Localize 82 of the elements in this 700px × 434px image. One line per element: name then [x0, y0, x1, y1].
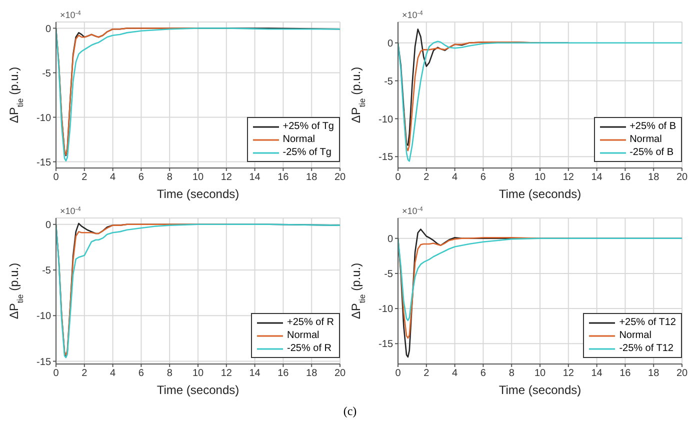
x-tick-label: 18 [648, 368, 660, 380]
x-tick-label: 2 [82, 368, 88, 380]
y-tick-label: -5 [384, 76, 394, 88]
x-tick-label: 6 [480, 172, 486, 184]
y-tick-label: -15 [36, 356, 52, 368]
x-tick-label: 0 [395, 172, 402, 184]
x-tick-label: 2 [424, 368, 430, 380]
legend-label: Normal [630, 133, 662, 146]
x-tick-label: 8 [508, 172, 515, 184]
x-tick-label: 16 [620, 368, 632, 380]
x-tick-label: 16 [620, 172, 632, 184]
x-tick-label: 6 [138, 172, 144, 184]
x-tick-label: 16 [278, 368, 290, 380]
y-tick-label: -10 [378, 114, 394, 126]
text: ×10$^{-4}$ [402, 10, 424, 20]
x-tick-label: 14 [591, 172, 603, 184]
x-tick-label: 12 [220, 172, 232, 184]
x-tick-label: 20 [676, 368, 688, 380]
y-tick-label: 0 [45, 220, 52, 231]
line-series [398, 40, 682, 162]
legend-label: +25% of B [630, 120, 676, 133]
y-tick-label: -5 [42, 68, 52, 80]
legend-label: Normal [619, 329, 652, 342]
legend-label: -25% of B [630, 146, 674, 159]
x-tick-label: 0 [395, 368, 402, 380]
x-tick-label: 2 [424, 172, 430, 184]
legend-label: -25% of R [287, 342, 332, 355]
x-tick-label: 18 [648, 172, 660, 184]
x-tick-label: 6 [480, 368, 486, 380]
y-tick-label: -10 [36, 311, 52, 322]
x-axis-title: Time (seconds) [156, 383, 240, 397]
x-tick-label: 10 [192, 368, 204, 380]
x-tick-label: 12 [220, 368, 232, 380]
x-tick-label: 10 [534, 368, 546, 380]
legend-label: +25% of T12 [619, 316, 676, 329]
y-tick-label: 0 [387, 38, 394, 50]
x-tick-label: 20 [334, 172, 346, 184]
x-tick-label: 20 [334, 368, 346, 380]
x-tick-label: 16 [278, 172, 290, 184]
x-axis-title: Time (seconds) [498, 383, 582, 397]
y-tick-label: 0 [387, 234, 394, 245]
text: (c) [342, 404, 358, 419]
x-tick-label: 0 [53, 368, 60, 380]
x-tick-label: 14 [249, 172, 261, 184]
text: ×10$^{-4}$ [60, 206, 82, 216]
x-tick-label: 18 [306, 368, 318, 380]
legend-label: Normal [282, 133, 315, 146]
x-tick-label: 4 [452, 172, 458, 184]
y-tick-label: -15 [378, 152, 394, 164]
x-axis-title: Time (seconds) [156, 187, 240, 201]
x-tick-label: 6 [138, 368, 144, 380]
y-tick-label: 0 [45, 24, 52, 35]
x-tick-label: 8 [166, 172, 173, 184]
x-tick-label: 4 [452, 368, 458, 380]
y-tick-label: -5 [42, 266, 52, 277]
y-tick-label: -10 [36, 112, 52, 124]
y-tick-label: -15 [378, 339, 394, 350]
y-tick-label: -10 [378, 304, 394, 316]
y-tick-label: -15 [36, 157, 52, 168]
y-tick-label: -5 [384, 269, 394, 280]
text: ×10$^{-4}$ [60, 10, 82, 20]
x-tick-label: 8 [508, 368, 515, 380]
x-tick-label: 18 [306, 172, 318, 184]
x-tick-label: 4 [110, 172, 116, 184]
text: ×10$^{-4}$ [402, 206, 424, 216]
legend-label: -25% of Tg [282, 146, 332, 159]
legend-label: -25% of T12 [619, 342, 674, 355]
x-tick-label: 8 [166, 368, 173, 380]
x-tick-label: 10 [534, 172, 546, 184]
x-tick-label: 12 [562, 368, 574, 380]
x-tick-label: 0 [53, 172, 60, 184]
legend-label: +25% of R [287, 316, 334, 329]
x-tick-label: 4 [110, 368, 116, 380]
x-tick-label: 14 [249, 368, 261, 380]
legend-label: +25% of Tg [282, 120, 334, 133]
x-tick-label: 10 [192, 172, 204, 184]
x-tick-label: 20 [676, 172, 688, 184]
legend-label: Normal [287, 329, 320, 342]
x-tick-label: 2 [82, 172, 88, 184]
x-tick-label: 12 [562, 172, 574, 184]
x-axis-title: Time (seconds) [498, 187, 582, 201]
x-tick-label: 14 [591, 368, 603, 380]
